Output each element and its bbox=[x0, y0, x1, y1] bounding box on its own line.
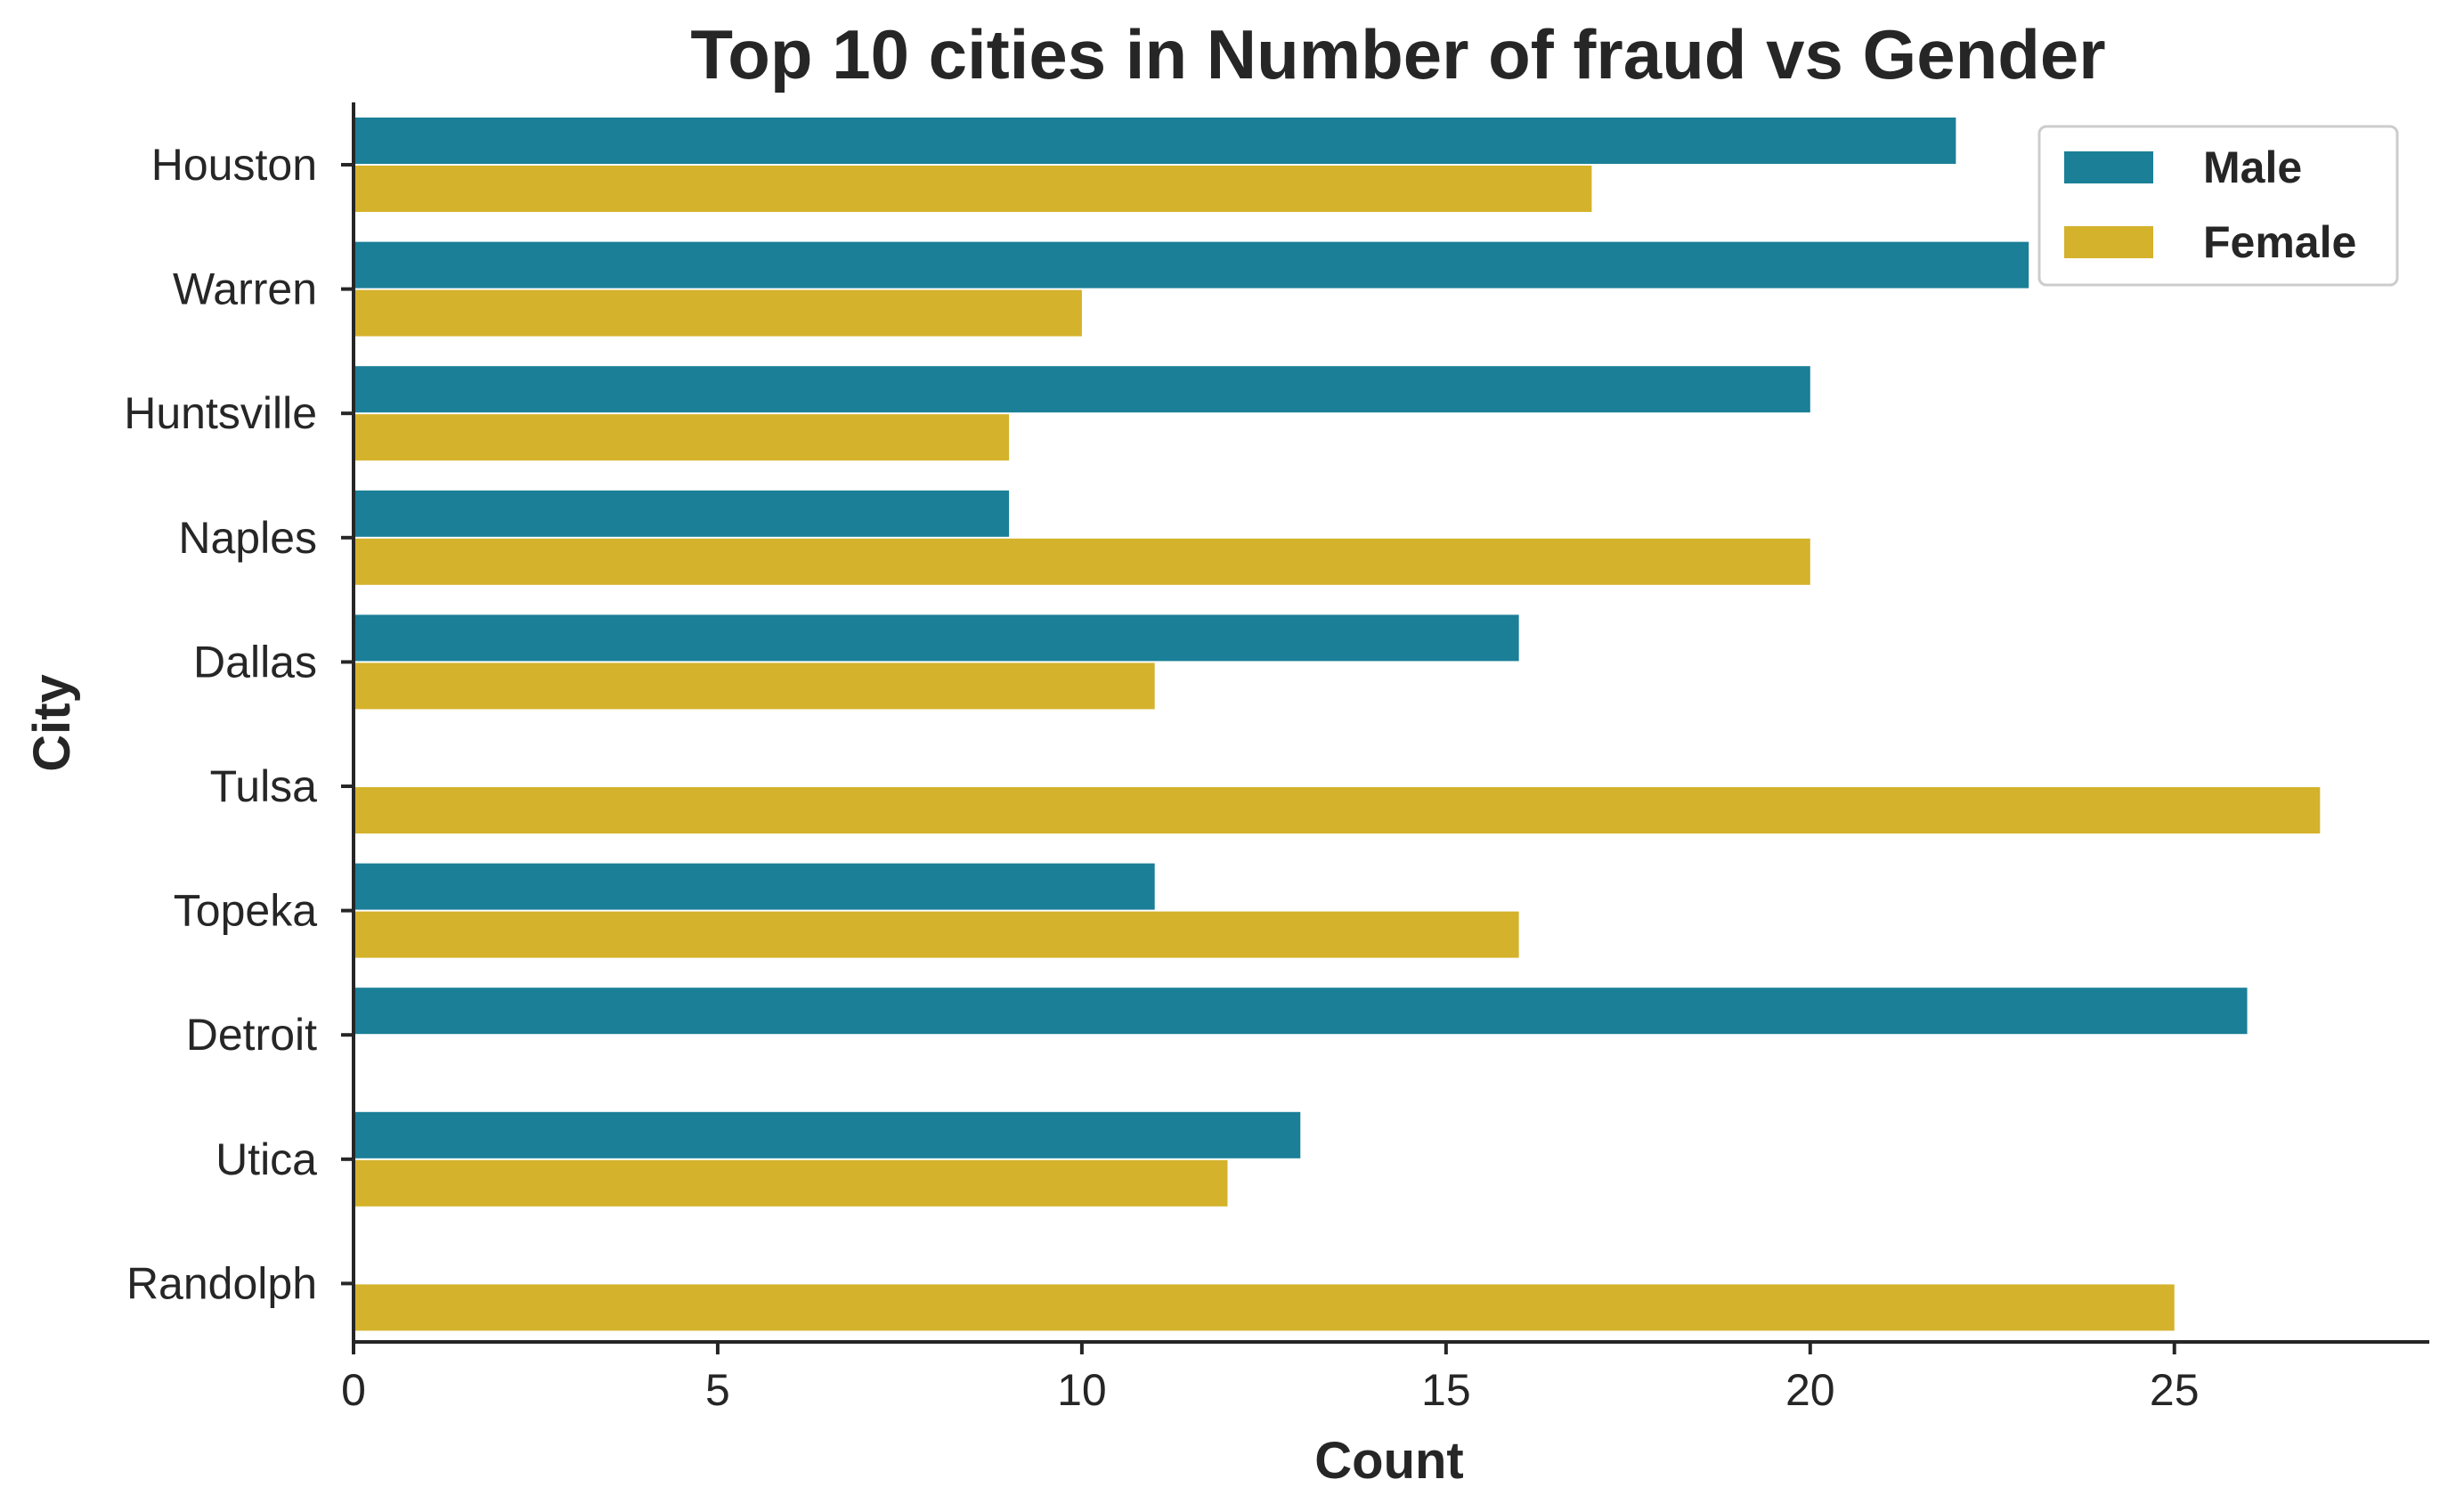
y-tick-label: Topeka bbox=[174, 886, 317, 936]
x-tick-label: 10 bbox=[1057, 1365, 1107, 1415]
y-tick-label: Tulsa bbox=[210, 761, 318, 811]
x-tick-label: 15 bbox=[1421, 1365, 1471, 1415]
bar-male-dallas bbox=[354, 614, 1519, 662]
bar-female-randolph bbox=[354, 1284, 2175, 1331]
bar-male-topeka bbox=[354, 863, 1155, 910]
legend-swatch-male bbox=[2064, 151, 2153, 183]
y-axis-ticks: Houston Warren Huntsville Naples Dallas Tulsa… bbox=[124, 140, 354, 1308]
y-tick-label: Detroit bbox=[186, 1010, 317, 1060]
x-tick-label: 5 bbox=[705, 1365, 730, 1415]
legend-swatch-female bbox=[2064, 226, 2153, 258]
bar-female-huntsville bbox=[354, 414, 1010, 461]
legend-label-female: Female bbox=[2203, 217, 2356, 267]
y-tick-label: Warren bbox=[173, 264, 317, 314]
y-tick-label: Houston bbox=[151, 140, 317, 190]
x-tick-label: 20 bbox=[1785, 1365, 1835, 1415]
y-tick-label: Huntsville bbox=[124, 388, 317, 438]
y-tick-label: Randolph bbox=[126, 1258, 317, 1308]
y-tick-label: Naples bbox=[178, 513, 317, 563]
bar-female-dallas bbox=[354, 663, 1155, 710]
bar-female-naples bbox=[354, 538, 1810, 585]
chart-title: Top 10 cities in Number of fraud vs Gend… bbox=[690, 15, 2105, 93]
bar-male-detroit bbox=[354, 988, 2248, 1035]
bar-female-tulsa bbox=[354, 787, 2321, 833]
bar-female-warren bbox=[354, 289, 1082, 337]
bar-female-utica bbox=[354, 1159, 1228, 1207]
x-axis-ticks: 0 5 10 15 20 25 bbox=[341, 1342, 2200, 1415]
bar-female-topeka bbox=[354, 911, 1519, 958]
x-tick-label: 0 bbox=[341, 1365, 366, 1415]
bar-male-houston bbox=[354, 118, 1956, 164]
legend-label-male: Male bbox=[2203, 142, 2302, 192]
bar-male-naples bbox=[354, 490, 1010, 537]
x-axis-title: Count bbox=[1314, 1432, 1464, 1490]
bar-male-huntsville bbox=[354, 366, 1810, 413]
bars-layer bbox=[354, 118, 2321, 1331]
bar-male-utica bbox=[354, 1111, 1301, 1158]
y-axis-title: City bbox=[23, 674, 81, 772]
bar-male-warren bbox=[354, 241, 2029, 289]
y-tick-label: Dallas bbox=[193, 637, 317, 687]
y-tick-label: Utica bbox=[216, 1134, 317, 1184]
bar-female-houston bbox=[354, 166, 1592, 212]
x-tick-label: 25 bbox=[2150, 1365, 2200, 1415]
legend: Male Female bbox=[2037, 125, 2399, 287]
